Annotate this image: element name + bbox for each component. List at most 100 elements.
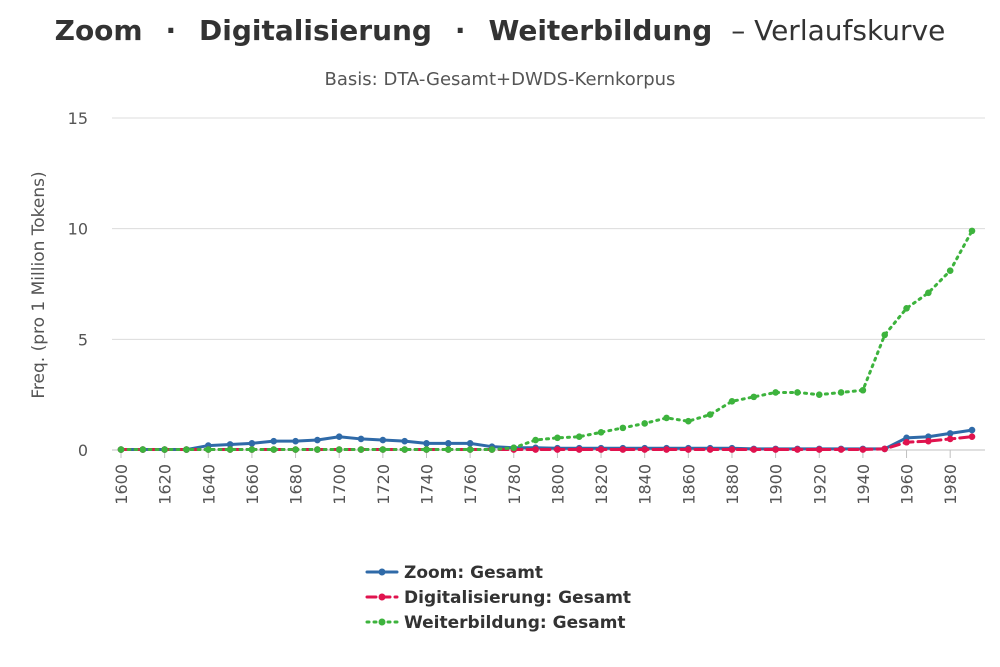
chart-subtitle: Basis: DTA-Gesamt+DWDS-Kernkorpus	[325, 69, 676, 90]
data-point	[357, 435, 365, 443]
legend-item-2[interactable]: Weiterbildung: Gesamt	[365, 613, 626, 633]
data-point	[554, 434, 561, 442]
x-tick-label: 1880	[723, 464, 742, 505]
grid-lines	[112, 117, 985, 451]
data-point	[663, 446, 670, 453]
data-point	[335, 446, 343, 453]
data-point	[925, 289, 932, 297]
data-point	[728, 446, 736, 453]
data-point	[685, 417, 692, 425]
title-part-weiterbildung: Weiterbildung	[488, 14, 712, 47]
data-point	[248, 440, 256, 447]
data-point	[401, 437, 408, 445]
legend-item-1[interactable]: Digitalisierung: Gesamt	[365, 588, 631, 608]
data-point	[314, 436, 321, 444]
title-suffix: – Verlaufskurve	[731, 14, 945, 47]
x-tick-label: 1860	[679, 464, 698, 505]
data-point	[597, 428, 605, 436]
y-tick-label: 0	[78, 441, 88, 460]
data-point	[466, 440, 474, 447]
x-tick-label: 1920	[810, 464, 829, 505]
x-tick-label: 1600	[112, 464, 131, 505]
data-point	[685, 446, 692, 453]
data-point	[641, 446, 648, 453]
x-tick-label: 1820	[592, 464, 611, 505]
data-point	[903, 438, 910, 446]
data-point	[946, 435, 954, 443]
data-point	[379, 446, 387, 453]
chart-title: Zoom · Digitalisierung · Weiterbildung –…	[55, 14, 946, 47]
data-point	[554, 446, 561, 453]
series-lines	[117, 227, 976, 453]
data-point	[837, 389, 845, 396]
y-axis-title: Freq. (pro 1 Million Tokens)	[29, 171, 49, 398]
data-point	[575, 446, 583, 453]
svg-text:Zoom · Digitalisie: Zoom · Digitalisierung · Weiterbildung –…	[55, 14, 946, 47]
data-point	[946, 430, 954, 437]
legend-swatch-marker	[378, 568, 386, 576]
x-tick-label: 1960	[898, 464, 917, 505]
data-point	[619, 446, 627, 453]
data-point	[575, 433, 583, 441]
data-point	[772, 389, 779, 396]
x-tick-label: 1840	[636, 464, 655, 505]
data-point	[270, 437, 278, 445]
series-line	[119, 229, 974, 452]
y-tick-label: 15	[68, 109, 88, 128]
data-point	[183, 446, 190, 453]
data-point	[903, 305, 910, 312]
data-point	[139, 446, 147, 453]
data-point	[314, 446, 321, 453]
legend-label: Weiterbildung: Gesamt	[404, 613, 626, 633]
data-point	[226, 446, 234, 453]
data-point	[423, 440, 430, 447]
x-tick-label: 1940	[854, 464, 873, 505]
data-point	[357, 446, 365, 453]
title-separator-1: ·	[166, 14, 177, 47]
data-point	[859, 386, 867, 394]
data-point	[445, 440, 452, 447]
data-point	[510, 444, 518, 452]
data-point	[815, 446, 823, 453]
data-point	[532, 436, 539, 444]
x-tick-label: 1640	[199, 464, 218, 505]
data-point	[968, 426, 976, 434]
legend-swatch-marker	[378, 618, 386, 626]
y-axis-ticks: 0 5 10 15	[68, 109, 88, 460]
data-point	[706, 446, 714, 453]
y-tick-label: 5	[78, 330, 88, 349]
data-point	[641, 420, 648, 427]
data-point	[706, 411, 714, 418]
legend-item-0[interactable]: Zoom: Gesamt	[365, 563, 543, 583]
x-tick-label: 1980	[941, 464, 960, 505]
x-tick-label: 1680	[287, 464, 306, 505]
data-point	[248, 446, 256, 453]
title-part-zoom: Zoom	[55, 14, 143, 47]
x-tick-label: 1900	[767, 464, 786, 505]
data-point	[815, 391, 823, 398]
data-point	[881, 445, 889, 453]
data-point	[881, 331, 889, 339]
data-point	[161, 446, 168, 453]
legend-label: Digitalisierung: Gesamt	[404, 588, 631, 608]
data-point	[226, 441, 234, 448]
data-point	[117, 446, 125, 453]
data-point	[925, 437, 932, 445]
series-2	[117, 227, 976, 453]
legend-label: Zoom: Gesamt	[404, 563, 543, 583]
data-point	[423, 446, 430, 453]
x-tick-label: 1760	[461, 464, 480, 505]
x-tick-label: 1740	[417, 464, 436, 505]
data-point	[772, 446, 779, 453]
x-tick-label: 1620	[156, 464, 175, 505]
data-point	[794, 389, 801, 396]
x-tick-label: 1800	[548, 464, 567, 505]
data-point	[946, 267, 954, 275]
data-point	[292, 437, 299, 445]
data-point	[794, 446, 801, 453]
y-tick-label: 10	[68, 220, 88, 239]
data-point	[445, 446, 452, 453]
data-point	[968, 433, 976, 441]
data-point	[488, 446, 496, 453]
